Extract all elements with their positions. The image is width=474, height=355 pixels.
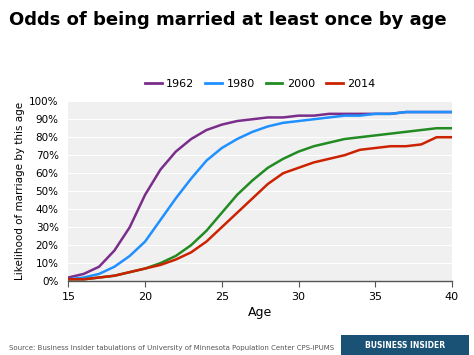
X-axis label: Age: Age — [248, 306, 272, 319]
Legend: 1962, 1980, 2000, 2014: 1962, 1980, 2000, 2014 — [140, 75, 380, 93]
Text: BUSINESS INSIDER: BUSINESS INSIDER — [365, 341, 446, 350]
Text: Odds of being married at least once by age: Odds of being married at least once by a… — [9, 11, 447, 29]
Y-axis label: Likelihood of marriage by this age: Likelihood of marriage by this age — [15, 102, 25, 280]
Text: Source: Business Insider tabulations of University of Minnesota Population Cente: Source: Business Insider tabulations of … — [9, 345, 335, 351]
